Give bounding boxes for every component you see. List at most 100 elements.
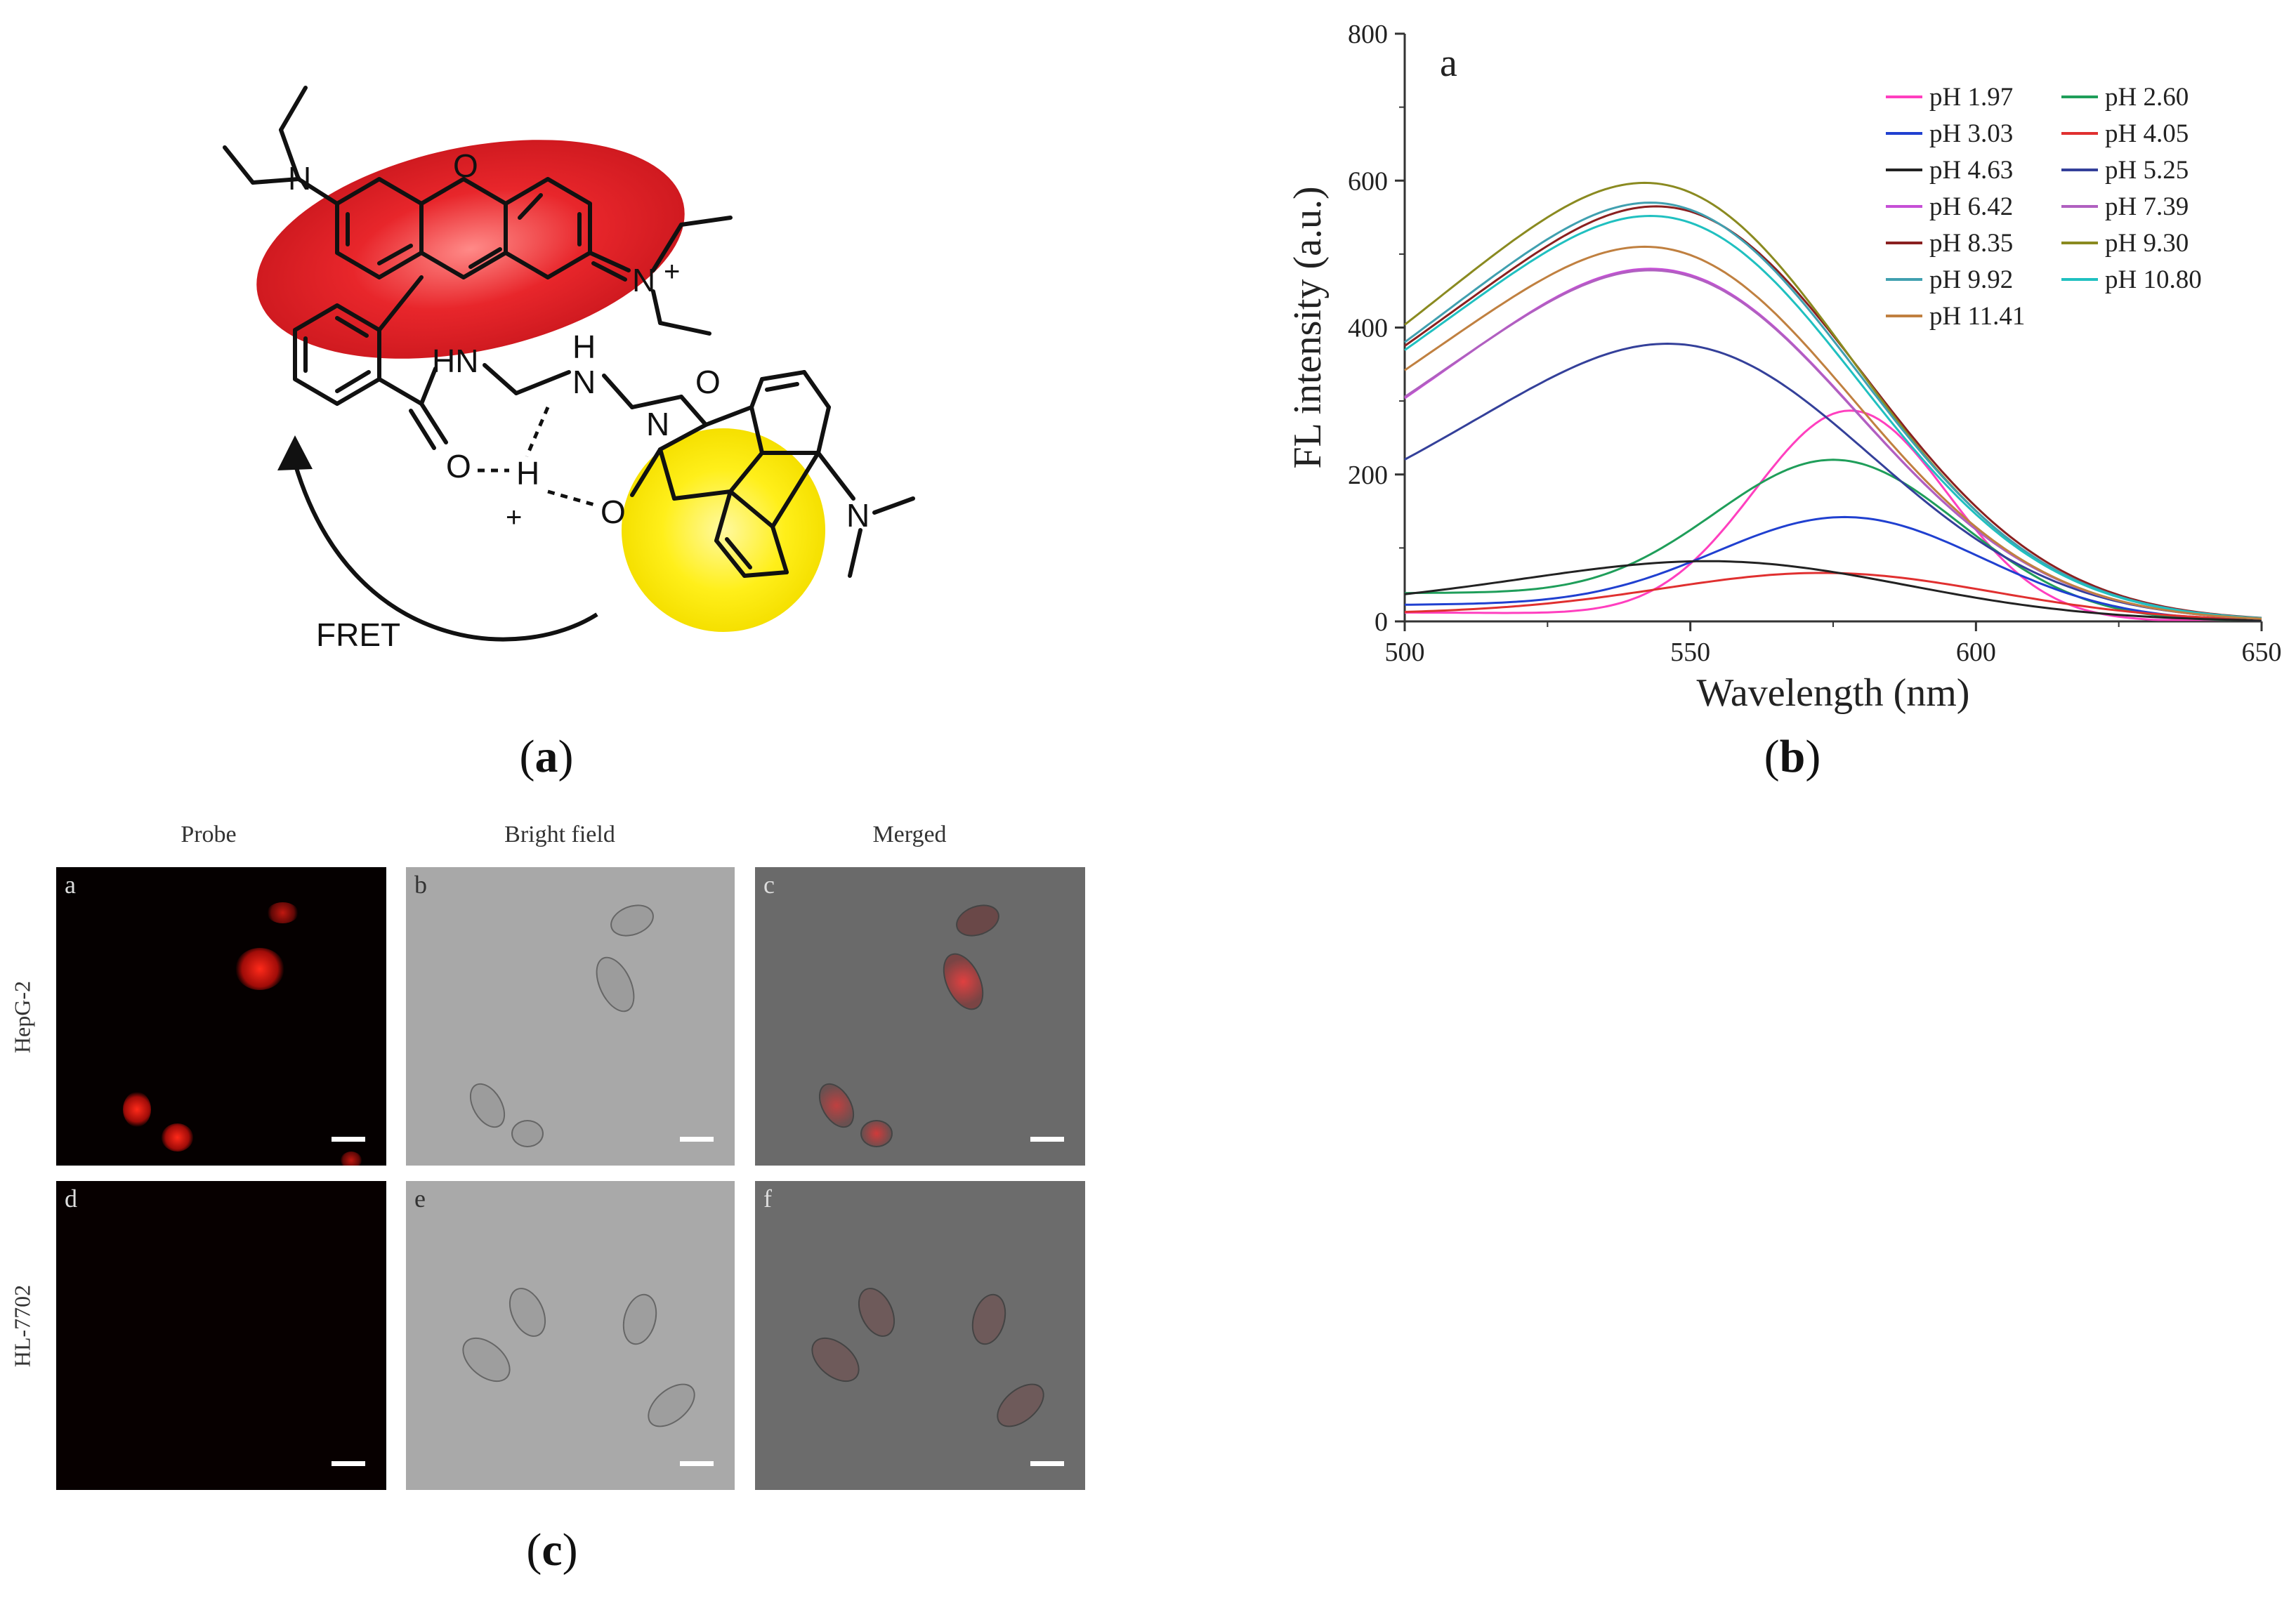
- scale-bar: [1030, 1461, 1064, 1466]
- atom-o-ring: O: [453, 147, 478, 184]
- y-tick-label: 400: [1348, 314, 1388, 343]
- legend-entry: pH 5.25: [2105, 156, 2189, 185]
- caption-a: (a): [519, 731, 574, 782]
- atom-plus-bridge: +: [506, 502, 522, 533]
- scale-bar: [680, 1137, 714, 1142]
- cell-outline: [951, 899, 1004, 942]
- y-tick-label: 0: [1375, 607, 1388, 637]
- cell-fluorescence: [341, 1152, 362, 1166]
- y-axis-title: FL intensity (a.u.): [1286, 186, 1330, 468]
- series-line: [1404, 269, 2262, 620]
- legend-entry: pH 4.63: [1929, 156, 2013, 185]
- x-tick-label: 550: [1670, 638, 1710, 667]
- cell-fluorescence: [267, 902, 299, 923]
- x-tick-label: 500: [1385, 638, 1425, 667]
- panel-label-e: e: [414, 1185, 426, 1213]
- row-title-hl7702: HL-7702: [9, 1284, 35, 1368]
- legend-entry: pH 4.05: [2105, 119, 2189, 148]
- series-line: [1404, 515, 2262, 621]
- scale-bar: [332, 1461, 365, 1466]
- cell-outline: [588, 951, 643, 1018]
- atom-hn: HN: [432, 343, 478, 379]
- cell-outline: [803, 1328, 868, 1391]
- cell-outline: [851, 1281, 903, 1343]
- x-tick-label: 600: [1956, 638, 1996, 667]
- micrograph-hl7702-probe: d: [56, 1181, 386, 1490]
- series-line: [1404, 560, 2262, 621]
- legend-entry: pH 9.30: [2105, 229, 2189, 258]
- col-title-bright-field: Bright field: [504, 822, 615, 847]
- cell-outline: [966, 1290, 1011, 1349]
- cell-outline: [639, 1375, 704, 1436]
- atom-nh-h: H: [572, 329, 596, 365]
- col-title-merged: Merged: [872, 822, 947, 847]
- cell-outline: [860, 1120, 893, 1147]
- cell-fluorescence: [235, 948, 284, 990]
- y-tick-label: 200: [1348, 461, 1388, 490]
- x-axis-title: Wavelength (nm): [1697, 671, 1970, 715]
- cell-outline: [511, 1120, 544, 1147]
- micrograph-hepg2-bright: b: [406, 867, 735, 1166]
- legend-entry: pH 11.41: [1929, 302, 2025, 331]
- atom-o-amide: O: [446, 448, 471, 484]
- legend-entry: pH 6.42: [1929, 192, 2013, 221]
- naphthalimide-glow: [622, 428, 825, 632]
- legend-entry: pH 7.39: [2105, 192, 2189, 221]
- scale-bar: [1030, 1137, 1064, 1142]
- y-tick-label: 800: [1348, 20, 1388, 49]
- scale-bar: [680, 1461, 714, 1466]
- legend-entry: pH 2.60: [2105, 83, 2189, 112]
- fret-arrowhead: [277, 435, 313, 470]
- panel-label-f: f: [763, 1185, 772, 1213]
- cell-outline: [501, 1281, 553, 1343]
- micrograph-hepg2-probe: a: [56, 867, 386, 1166]
- atom-n-dimethyl: N: [846, 497, 870, 534]
- legend-entry: pH 8.35: [1929, 229, 2013, 258]
- panel-label-b: b: [414, 871, 427, 899]
- atom-n-imide: N: [646, 406, 669, 442]
- chart-panel-letter: a: [1440, 41, 1457, 85]
- panel-label-c: c: [763, 871, 775, 899]
- series-line: [1404, 459, 2262, 621]
- series-line: [1404, 268, 2262, 620]
- panel-label-a: a: [65, 871, 76, 899]
- legend-entry: pH 10.80: [2105, 265, 2202, 294]
- atom-o-top: O: [695, 364, 721, 400]
- micrograph-hl7702-bright: e: [406, 1181, 735, 1490]
- cell-outline: [605, 899, 659, 942]
- panel-label-d: d: [65, 1185, 77, 1213]
- series-line: [1404, 245, 2262, 620]
- series-line: [1404, 214, 2262, 619]
- cell-outline: [935, 946, 992, 1017]
- atom-n-left: N: [288, 160, 311, 197]
- atom-h-bridge: H: [516, 455, 539, 492]
- legend-entry: pH 9.92: [1929, 265, 2013, 294]
- atom-plus-right: +: [664, 256, 680, 287]
- cell-outline: [454, 1328, 519, 1391]
- y-tick-label: 600: [1348, 166, 1388, 196]
- atom-nh-n: N: [572, 364, 596, 400]
- cell-outline: [617, 1290, 662, 1349]
- micrograph-hepg2-merged: c: [755, 867, 1085, 1166]
- cell-outline: [811, 1077, 862, 1134]
- scale-bar: [332, 1137, 365, 1142]
- legend-entry: pH 3.03: [1929, 119, 2013, 148]
- caption-c: (c): [526, 1524, 578, 1576]
- legend-entry: pH 1.97: [1929, 83, 2013, 112]
- caption-b: (b): [1764, 731, 1821, 782]
- cell-outline: [462, 1077, 513, 1134]
- atom-o-imide: O: [601, 494, 626, 530]
- structure-figure: N O N + HN H N N O O H + O N FRET: [223, 86, 915, 653]
- cell-fluorescence: [123, 1092, 151, 1127]
- fret-arrow: [293, 463, 598, 642]
- fret-label: FRET: [316, 616, 400, 653]
- row-title-hepg2: HepG-2: [9, 980, 35, 1054]
- col-title-probe: Probe: [181, 822, 237, 847]
- fluorescence-chart: 500 550 600 650 0 200 400 600 800 Wavelength (nm)…: [1286, 20, 2282, 715]
- series-line: [1405, 409, 2262, 621]
- atom-n-right: N: [632, 262, 655, 298]
- cell-outline: [988, 1375, 1053, 1436]
- micrograph-hl7702-merged: f: [755, 1181, 1085, 1490]
- x-tick-label: 650: [2242, 638, 2282, 667]
- cell-fluorescence: [162, 1123, 193, 1152]
